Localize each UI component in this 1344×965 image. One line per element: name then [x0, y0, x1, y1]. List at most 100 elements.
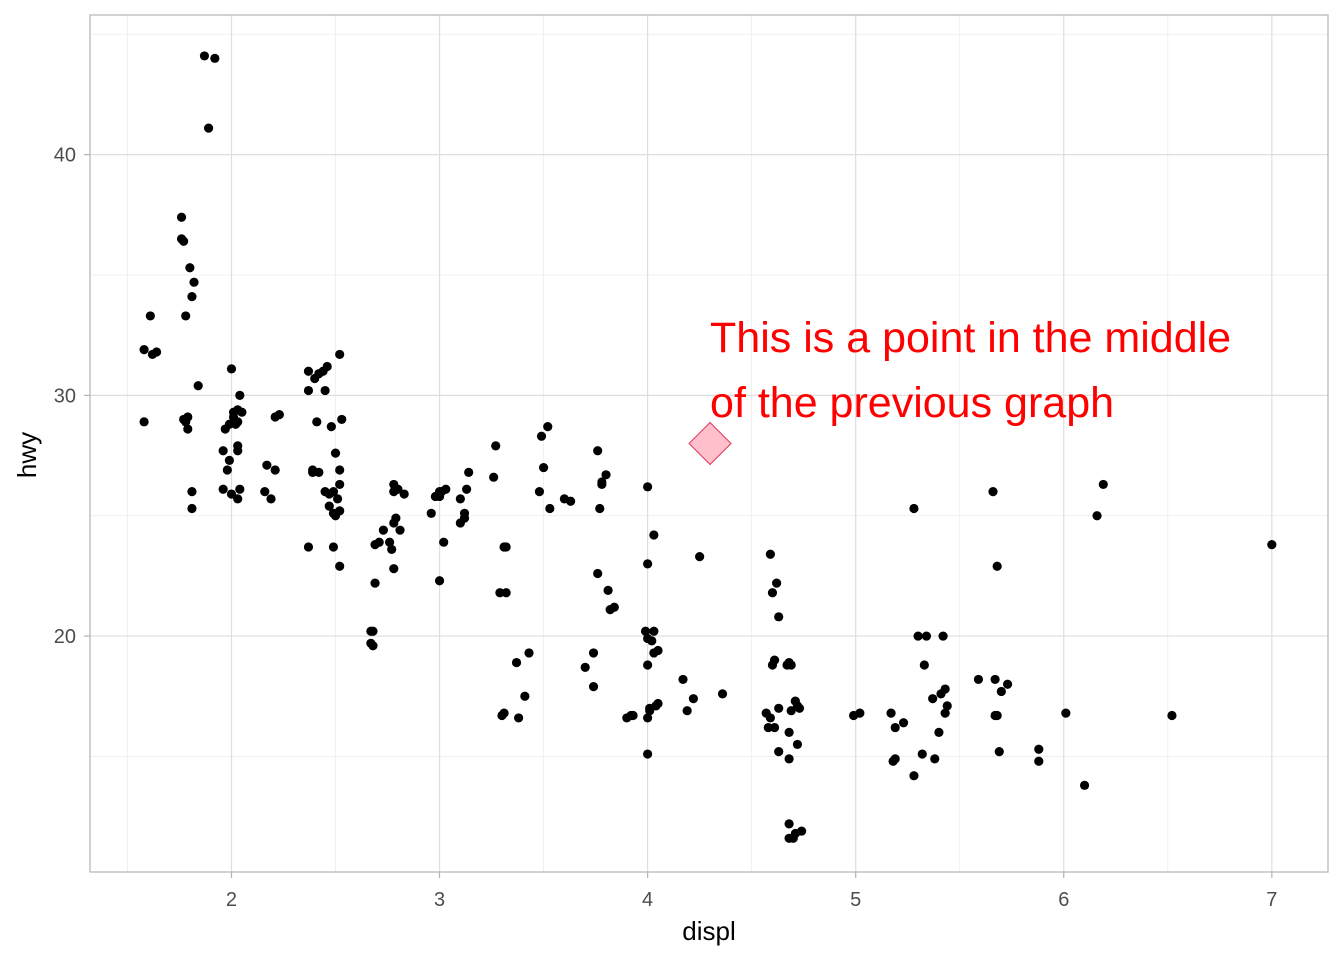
data-point [224, 455, 235, 465]
data-point [1034, 744, 1044, 754]
data-point [643, 713, 653, 723]
data-point [335, 349, 345, 360]
data-point [940, 708, 950, 718]
data-point [595, 503, 605, 514]
data-point [1034, 756, 1044, 766]
data-point [792, 739, 803, 750]
data-point [378, 525, 388, 535]
data-point [653, 645, 663, 656]
data-point [566, 496, 576, 506]
data-point [767, 588, 778, 598]
data-point [543, 422, 553, 432]
data-point [774, 703, 784, 713]
data-point [772, 578, 782, 588]
data-point [187, 487, 197, 497]
data-point [324, 501, 334, 511]
data-point [994, 747, 1004, 757]
data-point [917, 749, 927, 759]
highlight-point [688, 421, 732, 466]
data-points [139, 51, 1277, 843]
data-point [189, 277, 199, 287]
data-point [181, 311, 191, 321]
data-point [426, 508, 436, 518]
data-point [235, 484, 245, 494]
data-point [643, 559, 653, 569]
data-point [439, 537, 449, 547]
x-axis-ticks: 2 3 4 5 6 7 [226, 872, 1277, 911]
data-point [1061, 708, 1071, 718]
y-tick-label: 30 [54, 385, 76, 407]
data-point [391, 513, 401, 523]
data-point [459, 513, 470, 523]
data-point [139, 345, 149, 355]
data-point [393, 484, 403, 494]
annotation-line: This is a point in the middle [710, 314, 1231, 362]
data-point [337, 414, 347, 425]
data-point [640, 626, 651, 636]
data-point [913, 631, 923, 641]
data-point [765, 549, 775, 559]
data-point [274, 410, 284, 420]
data-point [934, 727, 944, 737]
data-point [233, 417, 243, 427]
data-point [1092, 511, 1102, 521]
data-point [601, 470, 611, 480]
data-point [973, 674, 984, 685]
data-point [335, 479, 345, 490]
data-point [682, 706, 692, 716]
data-point [320, 385, 330, 396]
data-point [909, 771, 919, 781]
data-point [514, 713, 524, 723]
data-point [326, 422, 336, 432]
data-point [210, 53, 220, 63]
data-point [886, 708, 896, 718]
data-point [520, 691, 530, 701]
data-point [1002, 679, 1013, 689]
y-tick-label: 40 [54, 145, 76, 167]
data-point [545, 503, 555, 514]
data-point [580, 662, 590, 672]
data-point [235, 390, 245, 400]
data-point [992, 561, 1002, 571]
data-point [322, 361, 332, 372]
data-point [890, 722, 900, 733]
data-point [909, 503, 919, 514]
data-point [389, 564, 399, 574]
data-point [643, 660, 653, 670]
data-point [930, 754, 940, 764]
data-point [940, 684, 950, 694]
data-point [368, 626, 378, 636]
data-point [335, 561, 345, 571]
data-point [370, 578, 380, 588]
annotations: This is a point in the middle of the prev… [710, 314, 1231, 427]
data-point [765, 713, 775, 723]
data-point [919, 660, 929, 670]
data-point [890, 754, 900, 764]
data-point [774, 747, 784, 757]
data-point [303, 542, 314, 552]
data-point [534, 487, 545, 497]
data-point [151, 347, 162, 357]
data-point [524, 648, 534, 658]
x-axis-label: displ [682, 916, 735, 946]
data-point [928, 694, 938, 704]
data-point [643, 749, 653, 759]
data-point [695, 552, 705, 562]
data-point [643, 482, 653, 492]
data-point [199, 51, 210, 61]
data-point [501, 588, 511, 598]
data-point [395, 525, 405, 535]
data-point [992, 710, 1002, 721]
data-point [898, 718, 909, 728]
data-point [796, 826, 807, 836]
data-point [145, 311, 155, 321]
data-point [774, 612, 784, 622]
data-point [179, 236, 189, 246]
data-point [335, 465, 345, 475]
data-point [593, 568, 603, 579]
x-tick-label: 4 [642, 889, 653, 911]
data-point [187, 503, 197, 514]
data-point [203, 123, 214, 133]
data-point [303, 366, 314, 376]
